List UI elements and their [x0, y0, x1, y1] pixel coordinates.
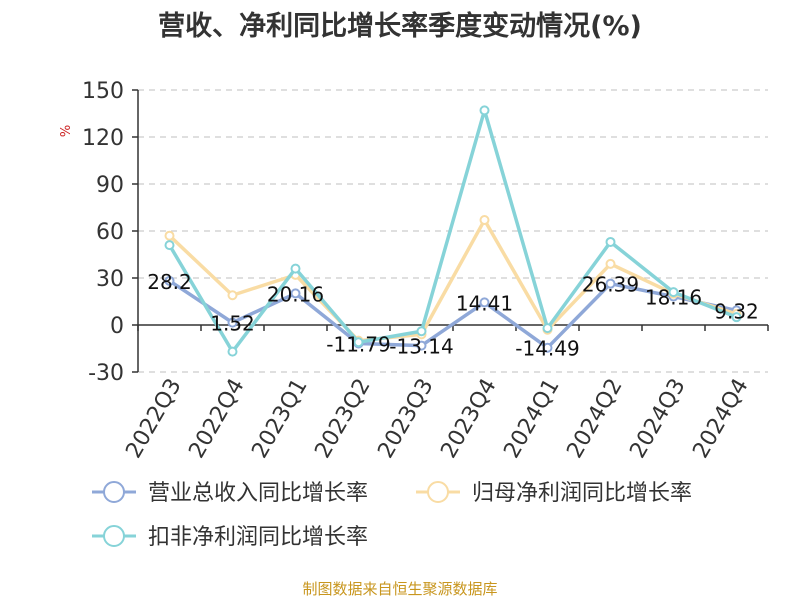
legend-marker [103, 525, 125, 547]
legend-marker [427, 481, 449, 503]
data-point[interactable] [668, 287, 679, 298]
data-point[interactable] [164, 275, 175, 286]
chart-title: 营收、净利同比增长率季度变动情况(%) [158, 11, 642, 42]
series-line-2 [168, 218, 738, 343]
x-tick-label: 2024Q4 [688, 375, 753, 463]
legend-label: 营业总收入同比增长率 [148, 481, 368, 506]
x-tick-label: 2024Q3 [625, 375, 690, 463]
data-point[interactable] [542, 342, 553, 353]
legend-item-3[interactable]: 扣非净利润同比增长率 [92, 525, 368, 550]
data-point[interactable] [227, 290, 238, 301]
data-label: 28.2 [147, 270, 192, 294]
data-label: 20.16 [267, 282, 324, 306]
data-point[interactable] [164, 230, 175, 241]
series-lines [164, 105, 742, 357]
y-tick-label: -30 [88, 361, 124, 386]
x-tick-label: 2024Q1 [499, 375, 564, 463]
data-point[interactable] [416, 326, 427, 337]
x-tick-label: 2022Q4 [184, 375, 249, 463]
y-tick-label: 60 [96, 220, 124, 245]
series-line-3 [167, 108, 738, 354]
legend-item-1[interactable]: 营业总收入同比增长率 [92, 481, 368, 506]
data-point[interactable] [605, 236, 616, 247]
data-label: -13.14 [389, 335, 453, 359]
data-label: -14.49 [515, 337, 579, 361]
data-label: 26.39 [582, 273, 639, 297]
data-point[interactable] [290, 263, 301, 274]
legend-marker [103, 481, 125, 503]
legend-label: 扣非净利润同比增长率 [148, 525, 368, 550]
x-tick-label: 2022Q3 [121, 375, 186, 463]
x-tick-label: 2023Q2 [310, 375, 375, 463]
data-point[interactable] [227, 346, 238, 357]
data-point[interactable] [290, 288, 301, 299]
data-point[interactable] [731, 312, 742, 323]
x-tick-label: 2024Q2 [562, 375, 627, 463]
data-point[interactable] [542, 323, 553, 334]
data-point[interactable] [353, 337, 364, 348]
data-point[interactable] [605, 278, 616, 289]
y-tick-label: 0 [110, 314, 124, 339]
y-tick-label: 150 [82, 79, 124, 104]
y-tick-label: 90 [96, 173, 124, 198]
data-point[interactable] [479, 297, 490, 308]
data-label: 18.16 [645, 286, 702, 310]
data-point[interactable] [605, 258, 616, 269]
x-tick-label: 2023Q1 [247, 375, 312, 463]
data-point[interactable] [416, 340, 427, 351]
data-point[interactable] [479, 105, 490, 116]
x-tick-label: 2023Q4 [436, 375, 501, 463]
data-source-note: 制图数据来自恒生聚源数据库 [302, 580, 498, 598]
x-tick-label: 2023Q3 [373, 375, 438, 463]
data-label: 1.52 [210, 312, 255, 336]
data-point[interactable] [479, 215, 490, 226]
data-label: -11.79 [326, 332, 390, 356]
data-label: 9.32 [714, 299, 759, 323]
legend-label: 归母净利润同比增长率 [472, 481, 692, 506]
grid-lines [138, 89, 768, 373]
data-point[interactable] [227, 317, 238, 328]
data-label: 14.41 [456, 291, 513, 315]
legend-item-2[interactable]: 归母净利润同比增长率 [416, 481, 692, 506]
y-tick-label: 30 [96, 267, 124, 292]
data-point[interactable] [164, 240, 175, 251]
y-unit-label: % [59, 125, 74, 137]
y-tick-label: 120 [82, 126, 124, 151]
